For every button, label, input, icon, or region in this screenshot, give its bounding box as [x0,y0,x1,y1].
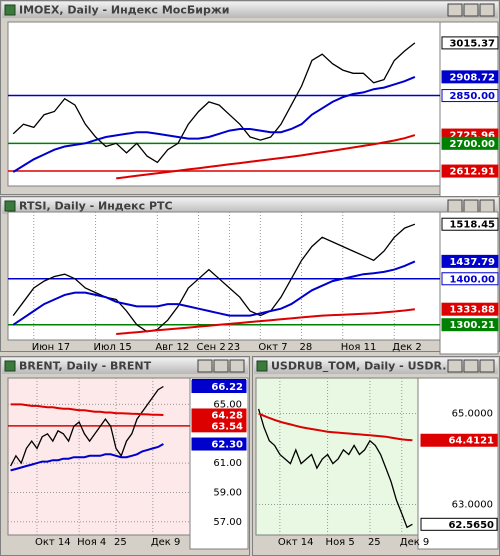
y-tick-label: 57.00 [213,517,242,528]
title-bar [2,2,498,18]
price-label: 66.22 [211,382,243,393]
moving-average [116,134,416,180]
maximize-button[interactable] [463,3,479,17]
title-bar [2,358,248,374]
minimize-button[interactable] [447,199,463,213]
price-label: 1400.00 [449,274,495,285]
x-tick-label: Июл 15 [94,342,132,353]
window-title: RTSI, Daily - Индекс РТС [19,200,173,213]
price-line [12,223,416,333]
price-label-box [441,136,499,150]
moving-average [12,260,416,326]
window-icon [256,360,268,372]
maximize-button[interactable] [213,359,229,373]
price-label: 2725.96 [449,131,495,142]
x-tick-label: 23 [227,342,240,353]
axis-area [189,377,249,550]
price-label-box [420,433,498,447]
y-tick-label: 65.00 [213,399,242,410]
moving-average [12,75,416,173]
x-tick-label: Ноя 4 [77,537,106,548]
x-tick-label: 28 [300,342,313,353]
close-button[interactable] [479,199,495,213]
x-tick-label: 25 [368,537,381,548]
price-label-box [191,419,247,433]
x-tick-label: Ноя 11 [341,342,377,353]
price-label: 62.5650 [448,520,494,531]
moving-average [116,308,416,335]
price-label-box [441,217,499,231]
price-label-box [441,272,499,286]
x-tick-label: Июн 17 [32,342,70,353]
moving-average [258,412,413,442]
price-label: 1333.88 [449,305,495,316]
price-line [257,408,413,529]
plot-area [7,211,441,341]
x-tick-label: Ноя 5 [326,537,355,548]
close-button[interactable] [479,3,495,17]
price-label: 2908.72 [449,72,495,83]
price-line [10,385,164,467]
price-label: 1437.79 [449,257,495,268]
price-label: 3015.37 [449,38,495,49]
price-label-box [191,437,247,451]
y-tick-label: 61.00 [213,458,242,469]
maximize-button[interactable] [463,359,479,373]
x-tick-label: 25 [114,537,127,548]
price-label-box [441,254,499,268]
maximize-button[interactable] [463,199,479,213]
title-bar [254,358,498,374]
price-label: 1300.21 [449,320,495,331]
close-button[interactable] [479,359,495,373]
moving-average [10,403,164,416]
close-button[interactable] [229,359,245,373]
x-tick-label: Окт 14 [278,537,314,548]
price-label-box [420,517,498,531]
x-tick-label: Дек 2 [392,342,422,353]
price-label-box [441,70,499,84]
x-tick-label: Дек 9 [151,537,181,548]
price-label: 64.28 [211,410,243,421]
window-title: IMOEX, Daily - Индекс МосБиржи [19,4,230,17]
price-label: 2850.00 [449,91,495,102]
price-label-box [441,164,499,178]
price-label-box [441,318,499,332]
price-label: 2612.91 [449,167,495,178]
y-tick-label: 63.0000 [452,500,493,511]
x-tick-label: Авг 12 [155,342,189,353]
price-label: 64.4121 [448,436,494,447]
minimize-button[interactable] [197,359,213,373]
moving-average [10,443,164,472]
price-label-box [441,89,499,103]
x-tick-label: Окт 7 [258,342,287,353]
window-icon [4,360,16,372]
window-title: USDRUB_TOM, Daily - USDR... [271,360,455,373]
window-title: BRENT, Daily - BRENT [19,360,152,373]
y-tick-label: 65.0000 [452,408,493,419]
minimize-button[interactable] [447,3,463,17]
price-label-box [441,36,499,50]
x-tick-label: Дек 9 [400,537,430,548]
window-icon [4,200,16,212]
x-tick-label: Окт 14 [35,537,71,548]
price-label: 63.54 [211,421,243,432]
price-label-box [191,380,247,394]
price-label: 62.30 [211,440,243,451]
x-tick-label: Сен 2 [197,342,226,353]
plot-area [7,21,441,187]
title-bar [2,198,498,214]
window-icon [4,4,16,16]
minimize-button[interactable] [447,359,463,373]
price-label: 2700.00 [449,139,495,150]
price-label: 1518.45 [449,220,495,231]
price-line [12,42,416,164]
price-label-box [441,302,499,316]
y-tick-label: 59.00 [213,487,242,498]
